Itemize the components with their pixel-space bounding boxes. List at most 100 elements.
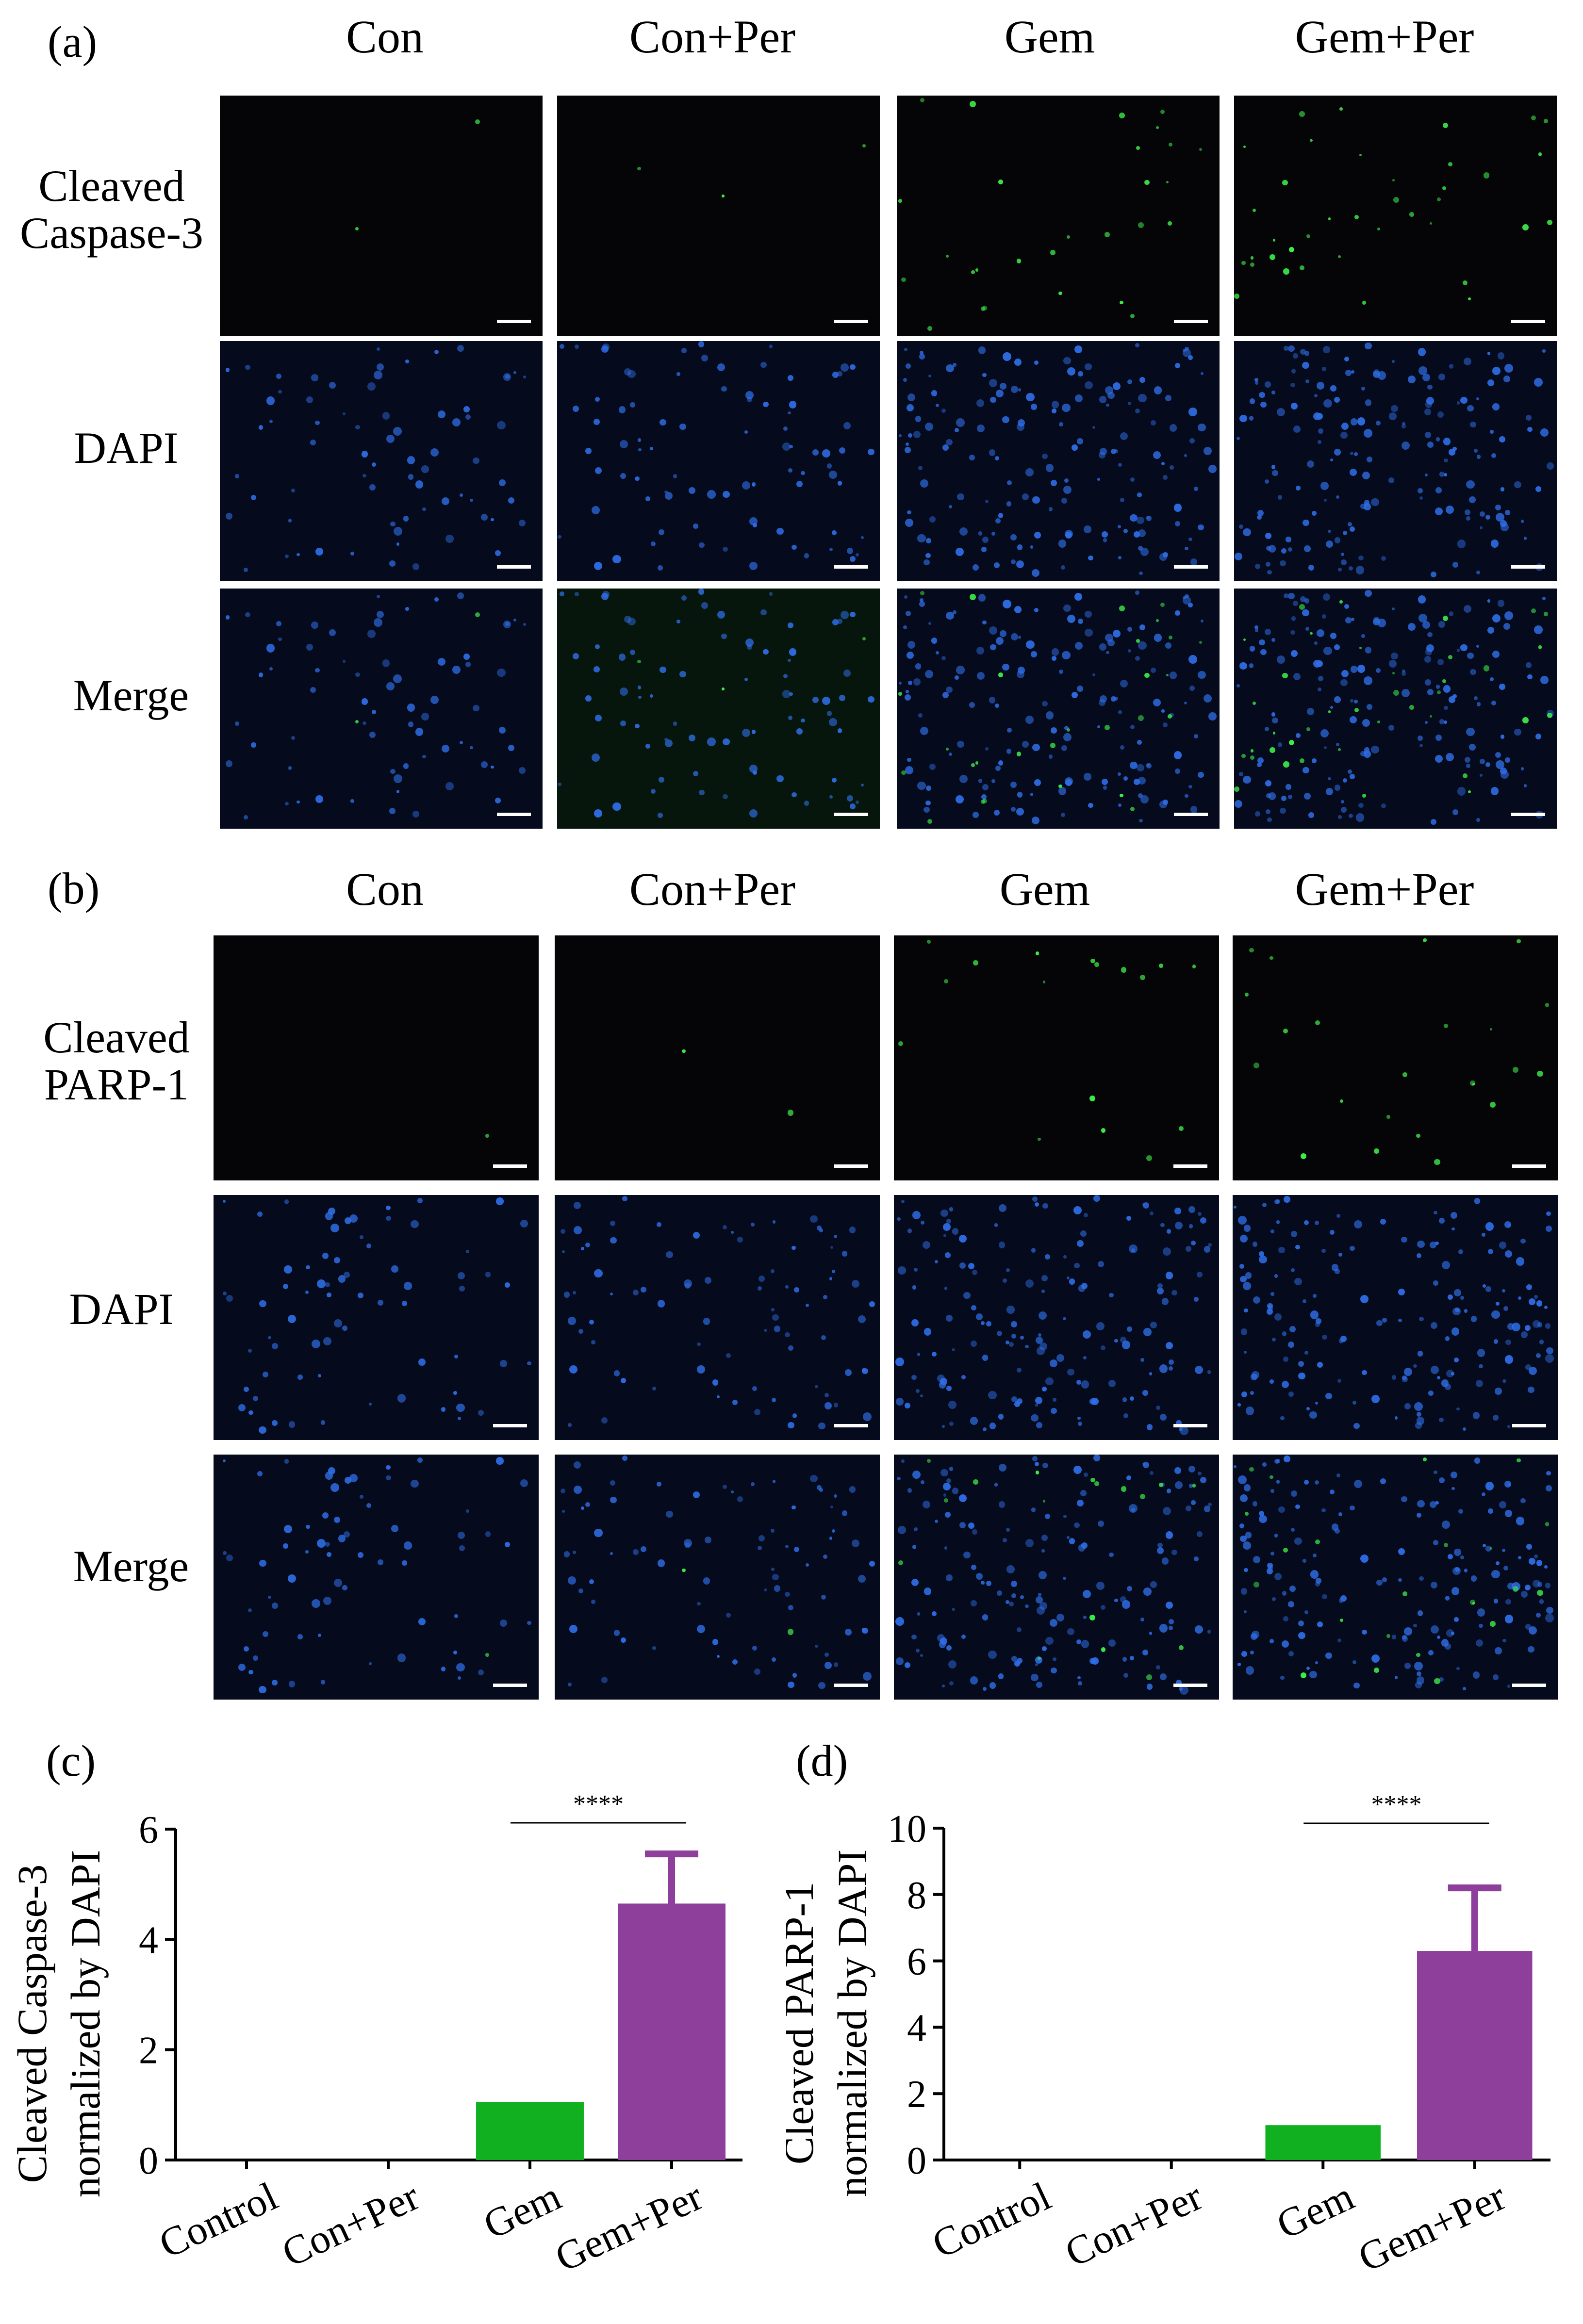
nucleus-dot — [666, 1251, 673, 1259]
marker-dot — [1241, 261, 1246, 265]
nucleus-dot — [374, 618, 383, 627]
nucleus-dot — [1053, 1657, 1057, 1662]
marker-dot — [898, 691, 902, 696]
nucleus-dot — [1062, 651, 1071, 660]
nucleus-dot — [712, 1639, 719, 1645]
nucleus-dot — [1445, 1596, 1450, 1601]
y-tick-label: 4 — [907, 2007, 926, 2049]
nucleus-dot — [1092, 673, 1095, 676]
nucleus-dot — [1342, 778, 1347, 783]
a-dapi-con-image — [220, 341, 543, 581]
nucleus-dot — [1239, 414, 1247, 423]
nucleus-dot — [1120, 679, 1128, 688]
nucleus-dot — [1035, 1663, 1038, 1667]
nucleus-dot — [1341, 800, 1344, 803]
marker-dot — [1416, 1653, 1420, 1657]
marker-dot — [1483, 172, 1489, 179]
nucleus-dot — [1254, 811, 1260, 817]
nucleus-dot — [788, 658, 791, 662]
nucleus-dot — [1458, 1249, 1463, 1255]
nucleus-dot — [689, 487, 696, 494]
nucleus-dot — [1394, 1416, 1398, 1420]
nucleus-dot — [911, 1375, 917, 1380]
nucleus-dot — [829, 795, 833, 799]
nucleus-dot — [1295, 1244, 1300, 1250]
nucleus-dot — [1467, 405, 1474, 412]
nucleus-dot — [758, 1546, 762, 1550]
nucleus-dot — [1479, 1364, 1483, 1369]
nucleus-dot — [1274, 1274, 1278, 1278]
nucleus-dot — [1159, 1414, 1167, 1421]
nucleus-dot — [998, 513, 1004, 518]
nucleus-dot — [1233, 1465, 1237, 1469]
nucleus-dot — [861, 784, 864, 787]
marker-dot — [1339, 107, 1343, 111]
marker-dot — [1547, 712, 1553, 719]
nucleus-dot — [1159, 553, 1168, 561]
nucleus-dot — [1336, 1214, 1340, 1218]
nucleus-dot — [1325, 1652, 1332, 1659]
nucleus-dot — [1041, 1290, 1045, 1293]
nucleus-dot — [558, 535, 561, 539]
nucleus-dot — [649, 694, 654, 698]
nucleus-dot — [1254, 381, 1258, 385]
marker-dot — [1299, 604, 1305, 610]
nucleus-dot — [1492, 614, 1501, 622]
nucleus-dot — [1494, 1339, 1499, 1344]
nucleus-dot — [750, 1482, 755, 1486]
nucleus-dot — [1391, 607, 1395, 611]
nucleus-dot — [1045, 711, 1054, 720]
nucleus-dot — [1170, 465, 1174, 470]
panel-a-col-conper: Con+Per — [629, 11, 796, 63]
nucleus-dot — [635, 723, 640, 729]
nucleus-dot — [1157, 1543, 1163, 1548]
nucleus-dot — [1189, 438, 1195, 443]
marker-dot — [1138, 222, 1144, 229]
nucleus-dot — [949, 1681, 954, 1686]
marker-dot — [1443, 1542, 1448, 1547]
nucleus-dot — [1034, 1461, 1039, 1466]
nucleus-dot — [1154, 634, 1162, 642]
nucleus-dot — [1546, 1485, 1552, 1492]
nucleus-dot — [681, 595, 687, 601]
nucleus-dot — [1454, 1289, 1461, 1296]
nucleus-dot — [869, 1301, 875, 1308]
nucleus-dot — [1398, 1288, 1405, 1295]
nucleus-dot — [1188, 655, 1197, 664]
nucleus-dot — [904, 595, 908, 599]
nucleus-dot — [1081, 1640, 1089, 1648]
nucleus-dot — [1442, 1260, 1451, 1269]
nucleus-dot — [1072, 692, 1078, 698]
nucleus-dot — [1467, 652, 1474, 659]
nucleus-dot — [1476, 645, 1480, 648]
nucleus-dot — [913, 678, 921, 686]
marker-dot — [898, 1560, 904, 1566]
nucleus-dot — [956, 795, 964, 804]
nucleus-dot — [1507, 1425, 1511, 1428]
bar-gem — [476, 2102, 584, 2160]
nucleus-dot — [1540, 428, 1549, 437]
nucleus-dot — [970, 1417, 978, 1425]
nucleus-dot — [1290, 630, 1295, 635]
marker-dot — [1489, 1028, 1492, 1031]
nucleus-dot — [1305, 379, 1309, 384]
marker-dot — [1359, 153, 1362, 156]
nucleus-dot — [905, 446, 911, 453]
nucleus-dot — [1259, 639, 1266, 646]
nucleus-dot — [1102, 778, 1108, 785]
marker-dot — [970, 593, 976, 600]
nucleus-dot — [1006, 1600, 1010, 1604]
nucleus-dot — [1485, 762, 1491, 768]
nucleus-dot — [305, 1290, 309, 1294]
nucleus-dot — [288, 766, 292, 770]
chart-panel-letter: (c) — [46, 1736, 96, 1785]
nucleus-dot — [1175, 363, 1181, 368]
nucleus-dot — [1108, 1639, 1116, 1647]
nucleus-dot — [1088, 802, 1093, 808]
nucleus-dot — [982, 1614, 989, 1620]
nucleus-dot — [1161, 461, 1165, 466]
nucleus-dot — [1051, 1407, 1057, 1414]
nucleus-dot — [317, 1539, 326, 1548]
nucleus-dot — [772, 1573, 779, 1581]
nucleus-dot — [1156, 1406, 1161, 1410]
